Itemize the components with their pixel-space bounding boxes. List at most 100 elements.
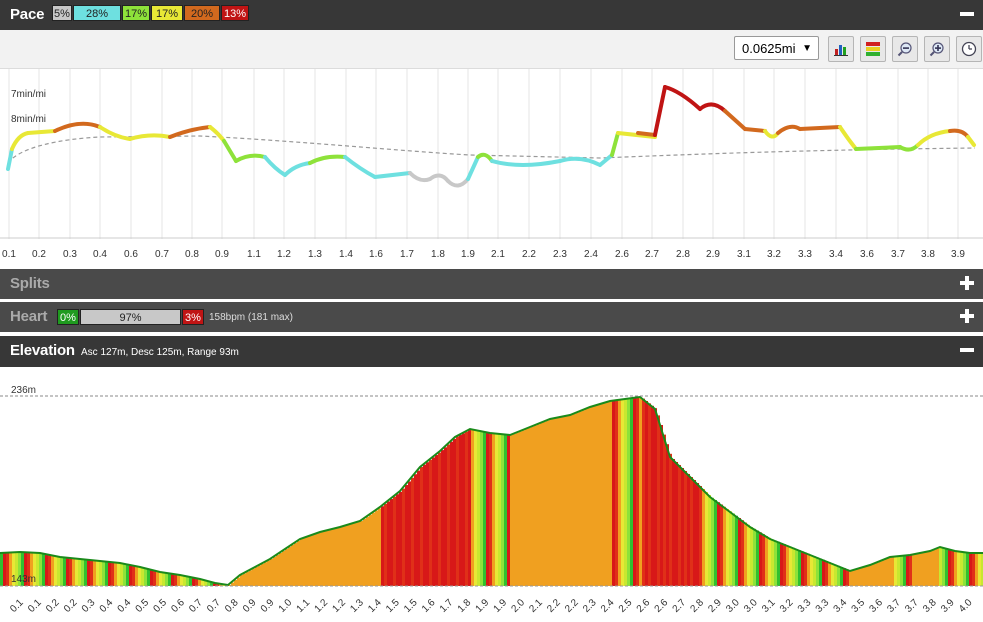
pace-line-segment	[308, 154, 347, 165]
pace-zone-4: 20%	[184, 5, 220, 21]
pace-x-label: 1.8	[431, 249, 445, 260]
elevation-bar	[684, 471, 687, 586]
elevation-bar	[624, 399, 627, 586]
elevation-bar	[6, 552, 9, 586]
elevation-bar	[687, 474, 690, 586]
elevation-bar	[279, 553, 282, 586]
elevation-bar	[879, 561, 882, 586]
pace-line-segment	[234, 153, 267, 163]
elevation-bar	[867, 565, 870, 586]
elevation-bar	[21, 552, 24, 586]
elevation-bar	[504, 434, 507, 586]
expand-icon[interactable]	[959, 275, 975, 291]
elevation-bar	[540, 423, 543, 586]
elevation-bar	[981, 553, 983, 586]
pace-x-label: 3.4	[829, 249, 843, 260]
elevation-bar	[639, 397, 642, 586]
elevation-bar	[924, 552, 927, 586]
splits-header[interactable]: Splits	[0, 269, 983, 299]
elevation-bar	[447, 444, 450, 586]
heart-zone-0: 0%	[57, 309, 79, 325]
elevation-bar	[567, 415, 570, 586]
elevation-bar	[267, 560, 270, 586]
elevation-bar	[312, 534, 315, 586]
collapse-icon[interactable]	[959, 6, 975, 22]
elevation-bar	[480, 431, 483, 586]
heart-header[interactable]: Heart 0% 97% 3% 158bpm (181 max)	[0, 302, 983, 332]
elevation-bar	[723, 506, 726, 586]
elevation-bar	[912, 554, 915, 586]
zoom-in-button[interactable]	[924, 36, 950, 62]
elevation-bar	[126, 564, 129, 586]
elevation-bar	[42, 553, 45, 586]
elevation-bar	[330, 529, 333, 586]
elevation-bar	[525, 429, 528, 586]
pace-y-label: 7min/mi	[11, 89, 46, 100]
pace-line-segment	[854, 145, 902, 151]
pace-line-segment	[98, 125, 132, 141]
elevation-bar	[162, 572, 165, 586]
pace-line-segment	[598, 153, 614, 167]
color-scale-button[interactable]	[860, 36, 886, 62]
clock-button[interactable]	[956, 36, 982, 62]
elevation-bar	[825, 561, 828, 586]
elevation-bar	[348, 524, 351, 586]
elevation-bar	[324, 531, 327, 586]
pace-x-label: 1.6	[369, 249, 383, 260]
elevation-bar	[651, 405, 654, 586]
elevation-bar	[933, 549, 936, 586]
collapse-icon[interactable]	[959, 342, 975, 358]
expand-icon[interactable]	[959, 308, 975, 324]
elevation-bar	[603, 403, 606, 586]
elevation-bar	[450, 441, 453, 586]
elevation-bar	[897, 556, 900, 586]
elevation-bar	[462, 433, 465, 586]
elevation-bar	[156, 571, 159, 586]
elevation-bar	[417, 470, 420, 586]
pace-x-label: 2.1	[491, 249, 505, 260]
elevation-axis-bg	[0, 587, 983, 622]
distance-select[interactable]: 0.0625mi ▼	[734, 36, 819, 60]
elevation-bar	[657, 415, 660, 586]
elevation-header[interactable]: Elevation Asc 127m, Desc 125m, Range 93m	[0, 336, 983, 367]
elevation-bar	[741, 520, 744, 586]
zoom-out-button[interactable]	[892, 36, 918, 62]
elevation-bar	[36, 552, 39, 586]
elevation-bar	[813, 556, 816, 586]
elevation-bar	[771, 539, 774, 586]
elevation-bar	[858, 568, 861, 586]
pace-line-segment	[698, 102, 727, 113]
pace-x-label: 3.9	[951, 249, 965, 260]
elevation-bar	[18, 552, 21, 586]
pace-x-label: 3.3	[798, 249, 812, 260]
elevation-bar	[369, 514, 372, 586]
pace-line-segment	[408, 171, 432, 183]
pace-x-label: 2.6	[615, 249, 629, 260]
elevation-bar	[756, 530, 759, 586]
elevation-bar	[936, 548, 939, 586]
heart-zone-1: 97%	[80, 309, 181, 325]
elevation-bar	[735, 515, 738, 586]
elevation-bar	[213, 582, 216, 586]
elevation-bar	[759, 532, 762, 586]
pace-line-segment	[838, 125, 858, 151]
pace-line-segment	[222, 139, 238, 163]
elevation-bar	[477, 430, 480, 586]
elevation-bar	[921, 552, 924, 586]
pace-header[interactable]: Pace 5% 28% 17% 17% 20% 13%	[0, 0, 983, 30]
elevation-bar	[456, 436, 459, 586]
pace-line-segment	[723, 109, 747, 131]
elevation-bar	[837, 565, 840, 586]
bar-chart-button[interactable]	[828, 36, 854, 62]
elevation-bar	[288, 547, 291, 586]
elevation-bar	[588, 407, 591, 586]
elevation-bar	[282, 551, 285, 586]
elevation-bar	[918, 553, 921, 586]
elevation-bar	[636, 397, 639, 586]
elevation-bar	[420, 467, 423, 586]
elevation-bar	[594, 405, 597, 586]
pace-line-segment	[616, 131, 657, 139]
elevation-bar	[870, 565, 873, 586]
elevation-bar	[258, 565, 261, 586]
elevation-bar	[606, 402, 609, 586]
